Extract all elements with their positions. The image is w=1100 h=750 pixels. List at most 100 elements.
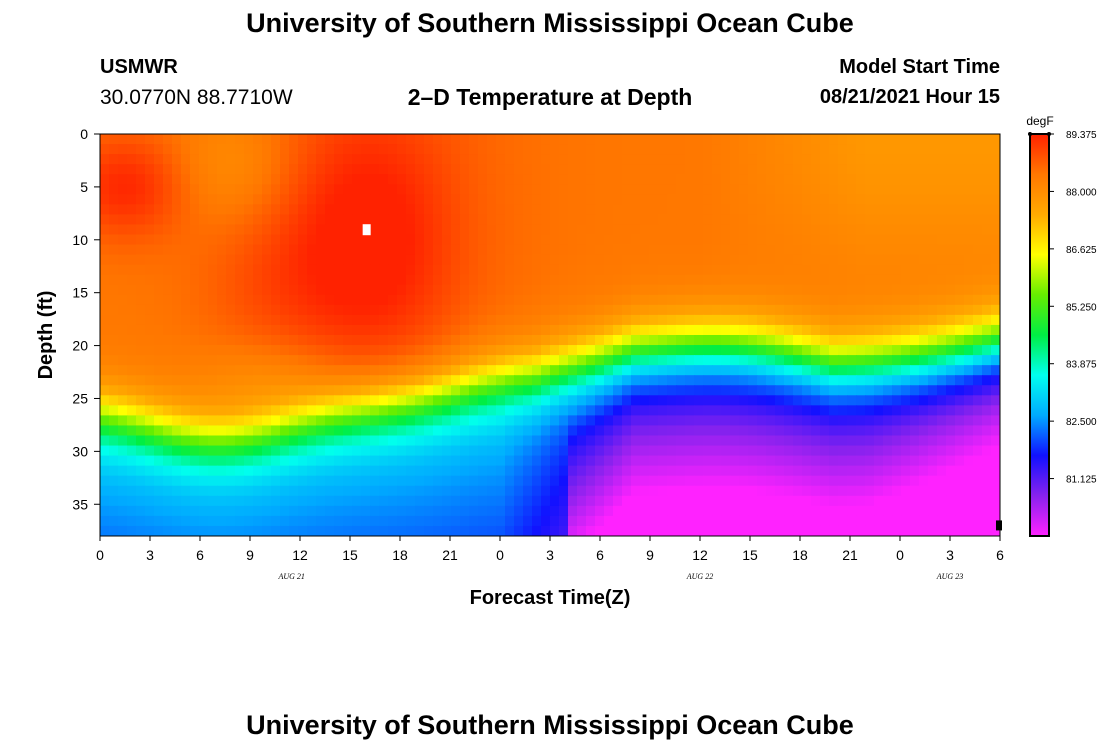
heatmap-cell xyxy=(955,435,965,447)
heatmap-cell xyxy=(811,154,821,165)
heatmap-cell xyxy=(955,405,965,416)
heatmap-cell xyxy=(703,314,713,326)
heatmap-cell xyxy=(721,314,731,326)
heatmap-cell xyxy=(784,264,794,276)
heatmap-cell xyxy=(460,154,470,165)
heatmap-cell xyxy=(109,154,119,165)
heatmap-cell xyxy=(937,174,947,185)
heatmap-cell xyxy=(721,365,731,376)
heatmap-cell xyxy=(163,505,173,517)
heatmap-cell xyxy=(568,355,578,366)
heatmap-cell xyxy=(802,244,812,256)
heatmap-cell xyxy=(874,505,884,517)
heatmap-cell xyxy=(730,475,740,487)
heatmap-cell xyxy=(487,234,497,246)
heatmap-cell xyxy=(676,515,686,527)
heatmap-cell xyxy=(640,455,650,467)
heatmap-cell xyxy=(883,144,893,155)
heatmap-cell xyxy=(415,314,425,326)
heatmap-cell xyxy=(487,385,497,396)
heatmap-cell xyxy=(280,455,290,467)
heatmap-cell xyxy=(145,425,155,437)
heatmap-cell xyxy=(955,375,965,386)
heatmap-cell xyxy=(199,204,209,215)
heatmap-cell xyxy=(190,144,200,155)
heatmap-cell xyxy=(532,324,542,336)
heatmap-cell xyxy=(361,234,371,246)
heatmap-cell xyxy=(883,465,893,477)
heatmap-cell xyxy=(649,314,659,326)
heatmap-cell xyxy=(685,385,695,396)
heatmap-cell xyxy=(847,375,857,386)
heatmap-cell xyxy=(982,505,992,517)
heatmap-cell xyxy=(406,375,416,386)
heatmap-cell xyxy=(433,224,443,236)
heatmap-cell xyxy=(496,525,506,536)
heatmap-cell xyxy=(622,465,632,477)
heatmap-cell xyxy=(874,485,884,497)
heatmap-cell xyxy=(568,405,578,416)
heatmap-cell xyxy=(307,365,317,376)
heatmap-cell xyxy=(568,224,578,236)
heatmap-cell xyxy=(442,515,452,527)
heatmap-cell xyxy=(919,174,929,185)
heatmap-cell xyxy=(991,204,1000,215)
heatmap-cell xyxy=(577,234,587,246)
heatmap-cell xyxy=(271,274,281,286)
heatmap-cell xyxy=(910,425,920,437)
heatmap-cell xyxy=(154,154,164,165)
heatmap-cell xyxy=(946,485,956,497)
heatmap-cell xyxy=(784,405,794,416)
heatmap-cell xyxy=(730,254,740,266)
heatmap-cell xyxy=(190,164,200,175)
heatmap-cell xyxy=(100,144,110,155)
heatmap-cell xyxy=(946,475,956,487)
heatmap-cell xyxy=(883,485,893,497)
heatmap-cell xyxy=(811,405,821,416)
heatmap-cell xyxy=(586,254,596,266)
heatmap-cell xyxy=(910,455,920,467)
heatmap-cell xyxy=(424,234,434,246)
heatmap-cell xyxy=(622,214,632,226)
heatmap-cell xyxy=(289,525,299,536)
heatmap-cell xyxy=(262,525,272,536)
heatmap-cell xyxy=(703,465,713,477)
heatmap-cell xyxy=(856,294,866,306)
heatmap-cell xyxy=(856,335,866,346)
heatmap-cell xyxy=(289,415,299,427)
heatmap-cell xyxy=(631,144,641,155)
heatmap-cell xyxy=(658,304,668,316)
heatmap-cell xyxy=(928,144,938,155)
heatmap-cell xyxy=(415,154,425,165)
heatmap-cell xyxy=(307,214,317,226)
heatmap-cell xyxy=(532,284,542,296)
heatmap-cell xyxy=(613,455,623,467)
heatmap-cell xyxy=(460,455,470,467)
heatmap-cell xyxy=(253,405,263,416)
heatmap-cell xyxy=(982,475,992,487)
heatmap-cell xyxy=(901,505,911,517)
heatmap-cell xyxy=(892,395,902,406)
heatmap-cell xyxy=(829,184,839,195)
heatmap-cell xyxy=(172,174,182,185)
heatmap-cell xyxy=(820,164,830,175)
heatmap-cell xyxy=(595,204,605,215)
heatmap-cell xyxy=(226,475,236,487)
heatmap-cell xyxy=(352,284,362,296)
heatmap-cell xyxy=(919,314,929,326)
heatmap-cell xyxy=(334,345,344,356)
heatmap-cell xyxy=(505,385,515,396)
heatmap-cell xyxy=(388,395,398,406)
heatmap-cell xyxy=(316,455,326,467)
heatmap-cell xyxy=(343,495,353,507)
heatmap-cell xyxy=(334,254,344,266)
heatmap-cell xyxy=(145,174,155,185)
heatmap-cell xyxy=(838,345,848,356)
heatmap-cell xyxy=(739,244,749,256)
heatmap-cell xyxy=(172,234,182,246)
heatmap-cell xyxy=(442,355,452,366)
heatmap-cell xyxy=(496,294,506,306)
heatmap-cell xyxy=(577,355,587,366)
heatmap-cell xyxy=(172,515,182,527)
heatmap-cell xyxy=(793,495,803,507)
